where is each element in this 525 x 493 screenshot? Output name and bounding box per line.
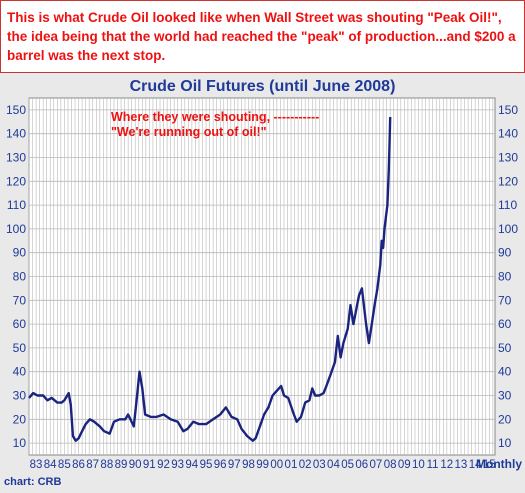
x-tick-label: 15: [483, 459, 496, 471]
x-tick-label: 90: [129, 459, 142, 471]
y-tick-label-right: 100: [498, 222, 518, 236]
x-tick-label: 95: [200, 459, 213, 471]
y-tick-label-right: 70: [498, 293, 512, 307]
x-axis-unit-label: Monthly: [476, 457, 522, 471]
y-tick-label-right: 150: [498, 103, 518, 117]
gridlines: [28, 98, 495, 455]
y-tick-label-left: 130: [6, 151, 26, 165]
x-tick-label: 98: [242, 459, 255, 471]
y-axis-right: 10 20 30 40 50 60 70 80 90 100 110 120 130 140 150: [498, 103, 518, 450]
x-axis: 83 84 85 86 87 88 89 90 91 92 93 94 95 96 97 98 99 00 01 02…: [30, 457, 523, 471]
x-tick-label: 03: [313, 459, 326, 471]
y-tick-label-right: 10: [498, 436, 512, 450]
y-tick-label-left: 60: [13, 317, 27, 331]
x-tick-label: 88: [100, 459, 113, 471]
y-tick-label-right: 130: [498, 151, 518, 165]
y-tick-label-left: 70: [13, 293, 27, 307]
x-tick-label: 92: [157, 459, 170, 471]
x-tick-label: 08: [384, 459, 397, 471]
x-tick-label: 00: [270, 459, 283, 471]
x-tick-label: 96: [214, 459, 227, 471]
x-tick-label: 11: [427, 459, 439, 471]
x-tick-label: 02: [299, 459, 312, 471]
x-tick-label: 89: [115, 459, 128, 471]
caption-text: This is what Crude Oil looked like when …: [7, 10, 516, 63]
y-tick-label-right: 40: [498, 365, 512, 379]
x-tick-label: 93: [171, 459, 184, 471]
x-tick-label: 10: [412, 459, 425, 471]
y-tick-label-left: 80: [13, 270, 27, 284]
y-tick-label-left: 30: [13, 389, 27, 403]
annotation-line-1: Where they were shouting, -----------: [111, 110, 319, 124]
source-credit: chart: CRB: [4, 476, 62, 488]
y-tick-label-left: 110: [7, 198, 26, 212]
y-tick-label-right: 90: [498, 246, 512, 260]
y-axis-left: 10 20 30 40 50 60 70 80 90 100 110 120 130 140 150: [6, 103, 26, 450]
peak-annotation: Where they were shouting, -----------"We…: [111, 110, 319, 139]
x-tick-label: 14: [469, 459, 482, 471]
y-tick-label-right: 140: [498, 127, 518, 141]
y-tick-label-left: 120: [6, 174, 26, 188]
y-tick-label-left: 10: [13, 436, 27, 450]
x-tick-label: 05: [341, 459, 354, 471]
x-tick-label: 01: [285, 459, 298, 471]
y-tick-label-left: 100: [6, 222, 26, 236]
x-tick-label: 83: [30, 459, 43, 471]
y-tick-label-right: 60: [498, 317, 512, 331]
x-tick-label: 99: [256, 459, 269, 471]
x-tick-label: 09: [398, 459, 411, 471]
annotation-line-2: "We're running out of oil!": [111, 125, 267, 139]
y-tick-label-left: 40: [13, 365, 27, 379]
y-tick-label-right: 30: [498, 389, 512, 403]
x-tick-label: 85: [58, 459, 71, 471]
y-tick-label-left: 50: [13, 341, 27, 355]
y-tick-label-right: 110: [498, 198, 517, 212]
x-tick-label: 87: [86, 459, 99, 471]
y-tick-label-left: 150: [6, 103, 26, 117]
x-tick-label: 13: [455, 459, 468, 471]
y-tick-label-left: 140: [6, 127, 26, 141]
y-tick-label-right: 80: [498, 270, 512, 284]
x-tick-label: 97: [228, 459, 241, 471]
y-tick-label-left: 20: [13, 412, 27, 426]
x-tick-label: 04: [327, 459, 340, 471]
y-tick-label-right: 20: [498, 412, 512, 426]
x-tick-label: 12: [440, 459, 453, 471]
y-tick-label-left: 90: [13, 246, 27, 260]
crude-oil-series-line: [28, 116, 392, 442]
x-tick-label: 91: [143, 459, 156, 471]
x-tick-label: 06: [355, 459, 368, 471]
x-tick-label: 07: [370, 459, 383, 471]
chart-title: Crude Oil Futures (until June 2008): [129, 78, 396, 95]
x-tick-label: 84: [44, 459, 57, 471]
y-tick-label-right: 50: [498, 341, 512, 355]
x-tick-label: 86: [72, 459, 85, 471]
x-tick-label: 94: [185, 459, 198, 471]
y-tick-label-right: 120: [498, 174, 518, 188]
caption-box: This is what Crude Oil looked like when …: [0, 0, 525, 73]
